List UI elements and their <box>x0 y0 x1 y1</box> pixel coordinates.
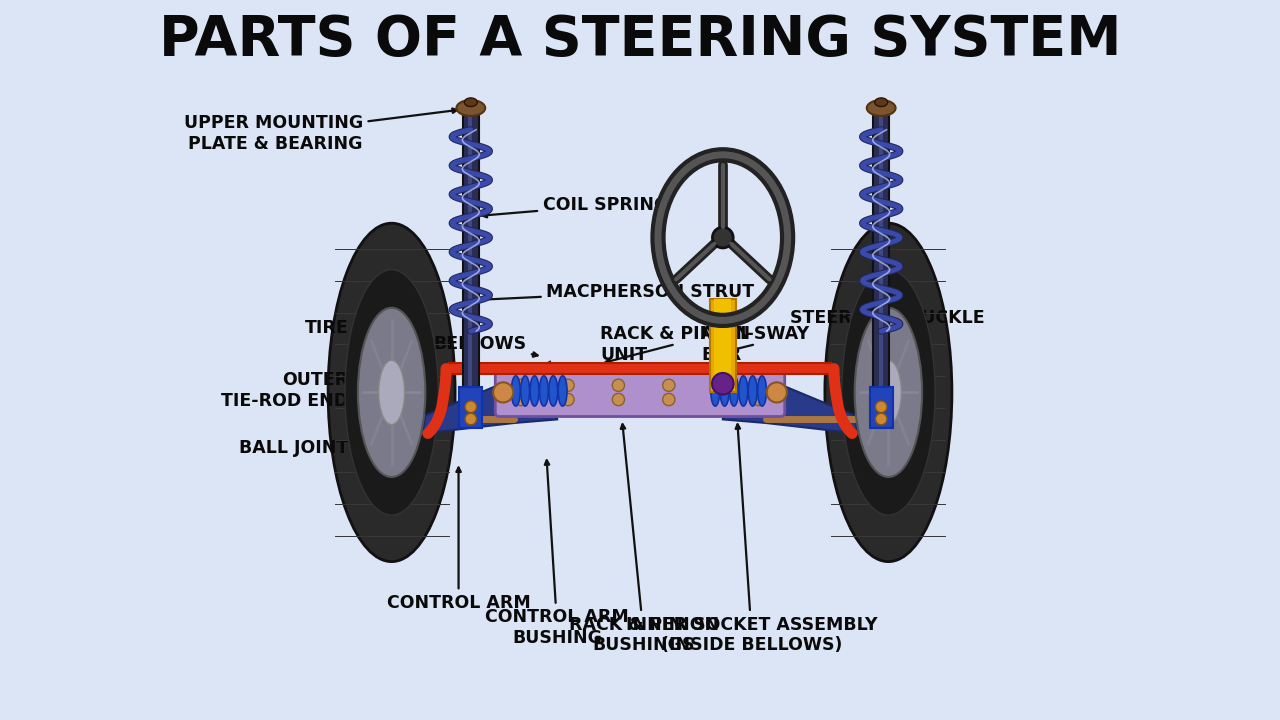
Ellipse shape <box>539 376 548 406</box>
Ellipse shape <box>344 270 438 515</box>
Ellipse shape <box>824 223 952 562</box>
Ellipse shape <box>876 360 901 425</box>
Circle shape <box>767 382 787 402</box>
Text: STEERING KNUCKLE: STEERING KNUCKLE <box>790 310 984 327</box>
Bar <box>869 387 892 428</box>
Bar <box>714 299 731 392</box>
Text: BALL JOINT: BALL JOINT <box>239 439 415 457</box>
Circle shape <box>515 379 527 392</box>
Ellipse shape <box>710 376 719 406</box>
Text: COIL SPRING: COIL SPRING <box>483 197 668 217</box>
Polygon shape <box>422 361 557 433</box>
Ellipse shape <box>713 228 733 248</box>
Text: RACK & PINION
UNIT: RACK & PINION UNIT <box>600 325 750 364</box>
Ellipse shape <box>530 376 539 406</box>
Circle shape <box>612 379 625 392</box>
Text: INNER SOCKET ASSEMBLY
(INSIDE BELLOWS): INNER SOCKET ASSEMBLY (INSIDE BELLOWS) <box>626 424 877 654</box>
Circle shape <box>753 379 765 392</box>
Circle shape <box>493 382 513 402</box>
Circle shape <box>465 401 476 413</box>
Ellipse shape <box>511 376 520 406</box>
Ellipse shape <box>358 308 425 477</box>
Text: RACK & PINION
BUSHINGS: RACK & PINION BUSHINGS <box>568 424 718 654</box>
Text: ANTI-SWAY
BAR: ANTI-SWAY BAR <box>701 325 810 364</box>
Text: PARTS OF A STEERING SYSTEM: PARTS OF A STEERING SYSTEM <box>159 13 1121 67</box>
Ellipse shape <box>867 100 896 116</box>
Ellipse shape <box>465 98 477 107</box>
Circle shape <box>562 393 575 405</box>
Ellipse shape <box>855 308 922 477</box>
Ellipse shape <box>379 360 404 425</box>
Circle shape <box>712 373 733 395</box>
Ellipse shape <box>457 100 485 116</box>
Text: MACPHERSON STRUT: MACPHERSON STRUT <box>475 283 754 302</box>
Bar <box>468 104 472 396</box>
Ellipse shape <box>758 376 767 406</box>
FancyBboxPatch shape <box>495 369 785 416</box>
Ellipse shape <box>749 376 758 406</box>
Text: CONTROL ARM
BUSHING: CONTROL ARM BUSHING <box>485 460 628 647</box>
Text: UPPER MOUNTING
PLATE & BEARING: UPPER MOUNTING PLATE & BEARING <box>183 109 457 153</box>
Bar <box>710 299 736 392</box>
Circle shape <box>612 393 625 405</box>
Circle shape <box>465 413 476 425</box>
Polygon shape <box>723 361 858 433</box>
Circle shape <box>753 393 765 405</box>
Circle shape <box>562 379 575 392</box>
Text: TIRE: TIRE <box>305 318 367 337</box>
Bar <box>463 104 479 396</box>
Text: BELLOWS: BELLOWS <box>433 336 538 356</box>
Circle shape <box>876 413 887 425</box>
Ellipse shape <box>549 376 558 406</box>
Circle shape <box>515 393 527 405</box>
Ellipse shape <box>558 376 567 406</box>
Ellipse shape <box>328 223 456 562</box>
Bar <box>448 363 832 374</box>
Bar <box>460 387 483 428</box>
Bar <box>873 104 890 396</box>
Text: CONTROL ARM: CONTROL ARM <box>387 467 530 612</box>
Bar <box>879 104 883 396</box>
Circle shape <box>663 393 675 405</box>
Text: OUTER
TIE-ROD END: OUTER TIE-ROD END <box>221 371 407 410</box>
Ellipse shape <box>521 376 530 406</box>
Ellipse shape <box>730 376 739 406</box>
Ellipse shape <box>842 270 936 515</box>
Ellipse shape <box>874 98 888 107</box>
Circle shape <box>876 401 887 413</box>
Circle shape <box>663 379 675 392</box>
Ellipse shape <box>721 376 730 406</box>
Ellipse shape <box>739 376 748 406</box>
